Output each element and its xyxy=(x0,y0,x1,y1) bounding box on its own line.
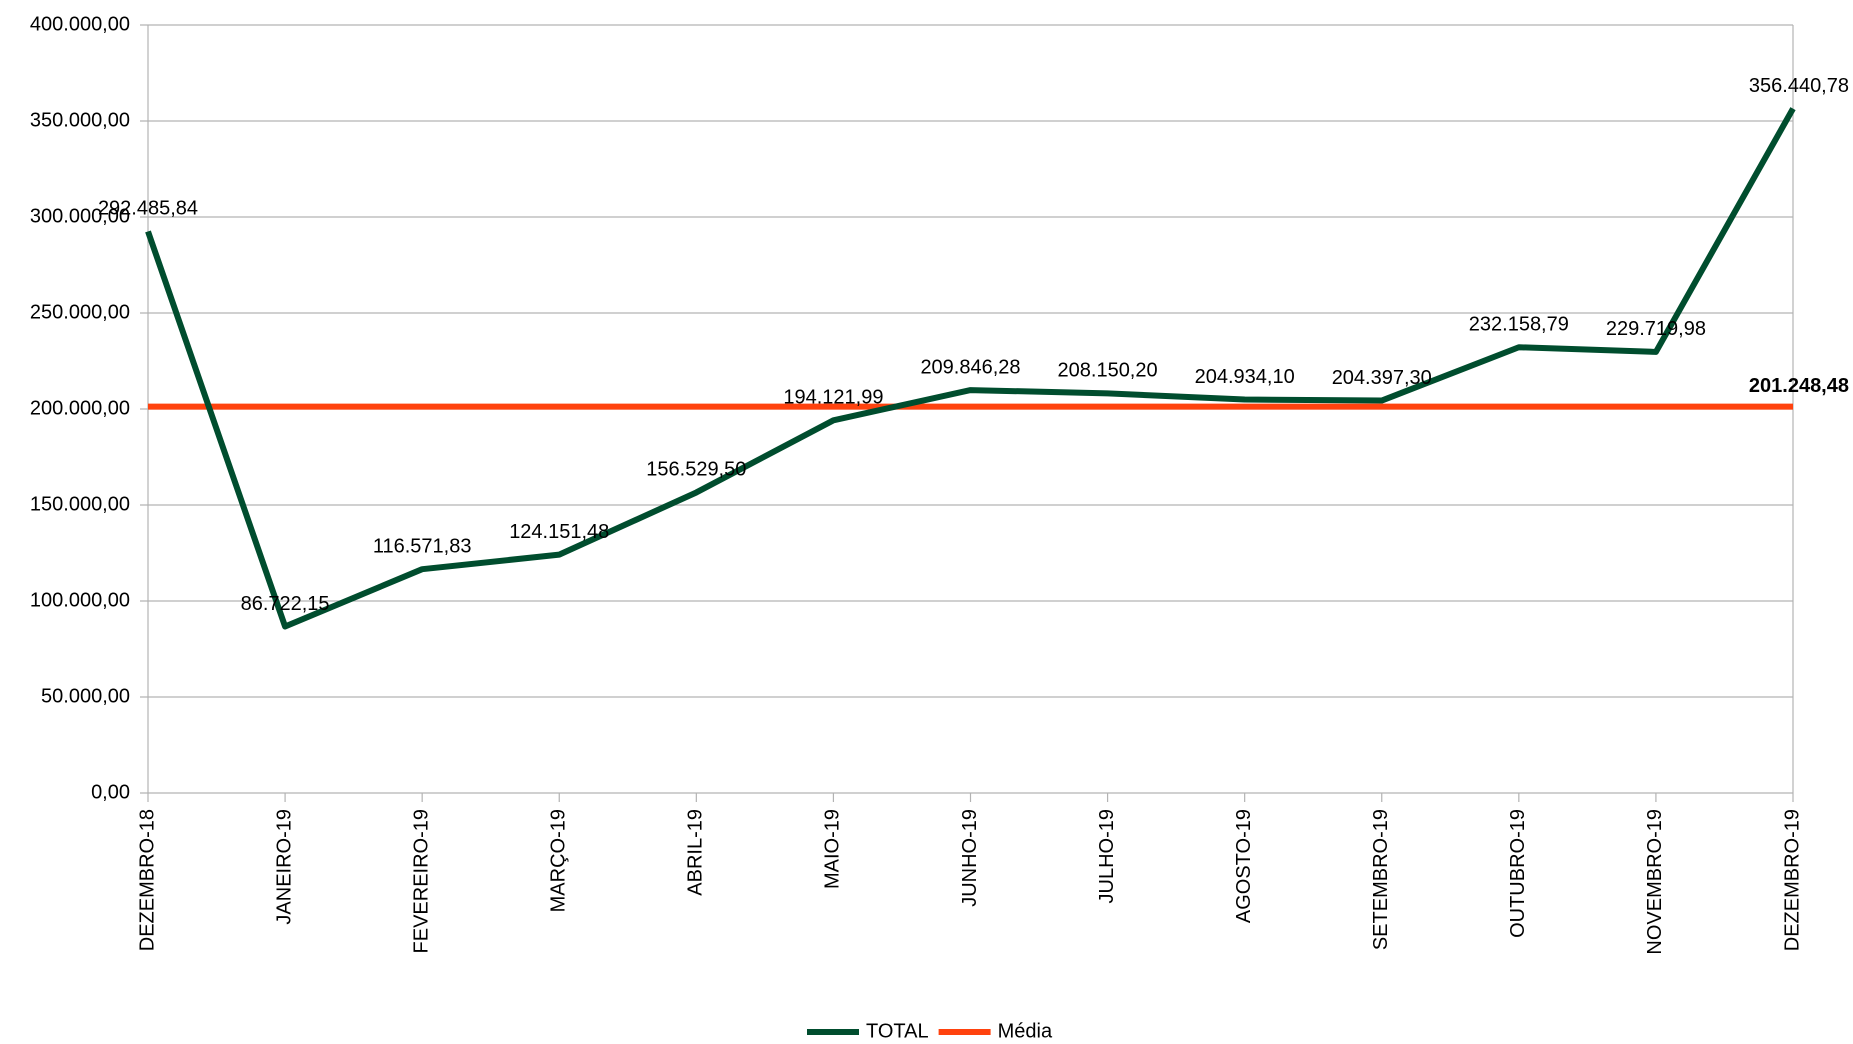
x-tick-label: DEZEMBRO-18 xyxy=(136,809,158,951)
x-tick-label: SETEMBRO-19 xyxy=(1370,809,1392,950)
y-tick-label: 250.000,00 xyxy=(30,301,130,323)
data-label: 204.397,30 xyxy=(1332,367,1432,389)
data-label: 201.248,48 xyxy=(1749,375,1849,397)
data-label: 232.158,79 xyxy=(1469,314,1569,336)
data-label: 86.722,15 xyxy=(241,593,330,615)
data-label: 209.846,28 xyxy=(920,356,1020,378)
y-tick-label: 200.000,00 xyxy=(30,397,130,419)
data-label: 156.529,50 xyxy=(646,459,746,481)
data-label: 208.150,20 xyxy=(1058,360,1158,382)
x-tick-label: AGOSTO-19 xyxy=(1233,809,1255,923)
y-tick-label: 400.000,00 xyxy=(30,13,130,35)
data-label: 356.440,78 xyxy=(1749,75,1849,97)
legend-label: TOTAL xyxy=(866,1020,929,1042)
x-tick-label: FEVEREIRO-19 xyxy=(410,809,432,953)
data-label: 124.151,48 xyxy=(509,521,609,543)
x-tick-label: ABRIL-19 xyxy=(685,809,707,896)
x-tick-label: JUNHO-19 xyxy=(959,809,981,907)
data-label: 292.485,84 xyxy=(98,198,198,220)
x-tick-label: MARÇO-19 xyxy=(548,809,570,912)
x-tick-label: JULHO-19 xyxy=(1096,809,1118,903)
y-tick-label: 100.000,00 xyxy=(30,589,130,611)
legend-label: Média xyxy=(998,1020,1053,1042)
x-tick-label: JANEIRO-19 xyxy=(273,809,295,925)
y-tick-label: 150.000,00 xyxy=(30,493,130,515)
y-tick-label: 50.000,00 xyxy=(41,685,130,707)
x-tick-label: NOVEMBRO-19 xyxy=(1644,809,1666,955)
x-tick-label: DEZEMBRO-19 xyxy=(1781,809,1803,951)
series-line xyxy=(145,107,1796,630)
x-tick-label: MAIO-19 xyxy=(822,809,844,889)
y-tick-label: 350.000,00 xyxy=(30,109,130,131)
x-tick-label: OUTUBRO-19 xyxy=(1507,809,1529,938)
data-label: 194.121,99 xyxy=(783,387,883,409)
data-label: 229.719,98 xyxy=(1606,318,1706,340)
y-tick-label: 0,00 xyxy=(91,781,130,803)
data-label: 116.571,83 xyxy=(373,535,472,557)
data-label: 204.934,10 xyxy=(1195,366,1295,388)
y-tick-label: 300.000,00 xyxy=(30,205,130,227)
